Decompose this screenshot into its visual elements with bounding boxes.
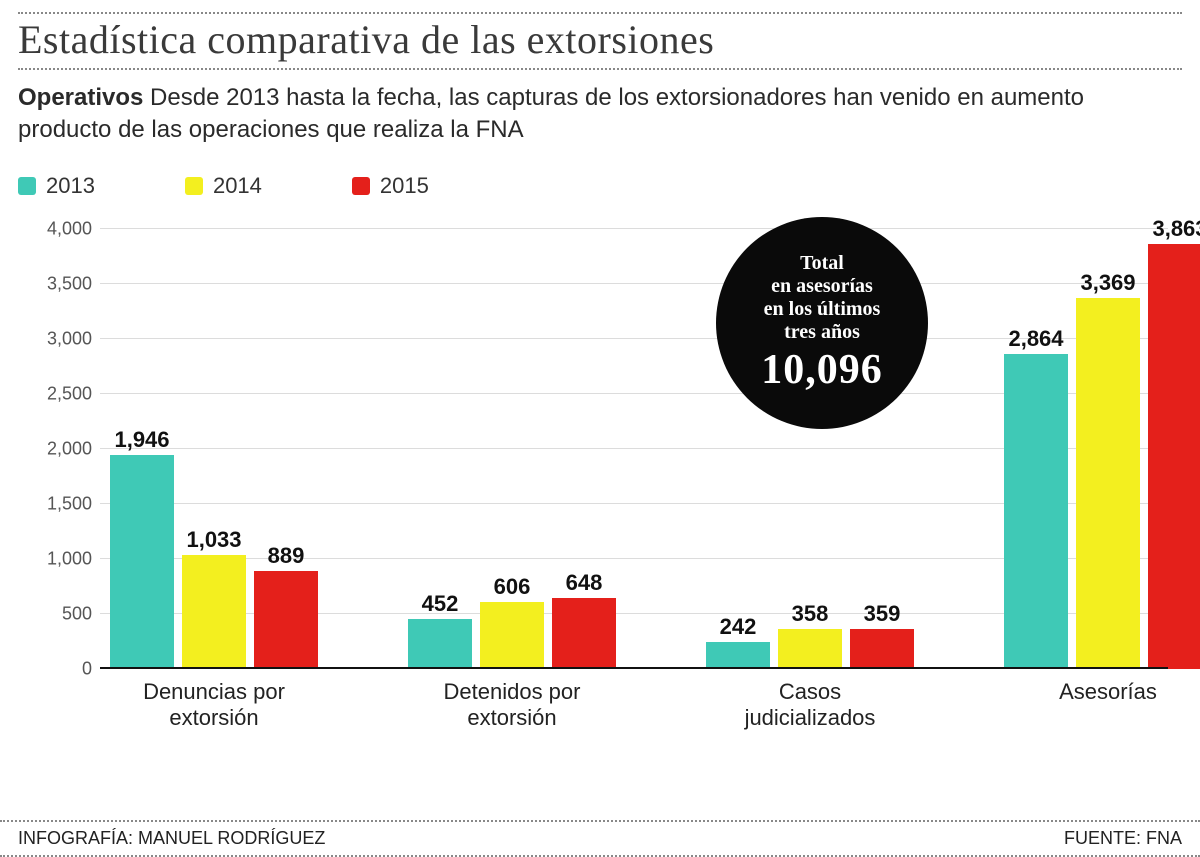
bar-group: 452606648 [408,598,616,669]
total-badge: Totalen asesoríasen los últimostres años… [716,217,928,429]
footer: INFOGRAFÍA: MANUEL RODRÍGUEZ FUENTE: FNA [0,820,1200,857]
bar-value-label: 606 [494,574,531,600]
bar-rect [110,455,174,669]
footer-left-label: INFOGRAFÍA: [18,828,138,848]
subtitle-lead: Operativos [18,84,143,111]
badge-line: en los últimos [764,298,881,321]
bar: 3,369 [1076,298,1140,669]
legend-label: 2014 [213,173,262,199]
top-rule [18,12,1182,14]
footer-left-value: MANUEL RODRÍGUEZ [138,828,325,848]
bar: 3,863 [1148,244,1200,669]
x-category-label: Casosjudicializados [686,679,934,732]
bar: 606 [480,602,544,669]
legend-item-2013: 2013 [18,173,95,199]
footer-left: INFOGRAFÍA: MANUEL RODRÍGUEZ [18,828,325,849]
page-title: Estadística comparativa de las extorsion… [18,18,1182,62]
title-rule [18,68,1182,70]
badge-value: 10,096 [761,346,883,394]
bar: 1,946 [110,455,174,669]
bar-rect [408,619,472,669]
bar-value-label: 359 [864,601,901,627]
footer-right: FUENTE: FNA [1064,828,1182,849]
bar-group: 242 358359 [706,629,914,668]
bar: 359 [850,629,914,668]
x-axis-labels: Denuncias porextorsiónDetenidos porextor… [100,673,1168,739]
bar-rect [706,642,770,669]
legend-label: 2015 [380,173,429,199]
badge-line: tres años [784,321,860,344]
x-category-label: Detenidos porextorsión [388,679,636,732]
chart: 05001,0001,5002,0002,5003,0003,5004,0001… [26,229,1174,739]
footer-right-value: FNA [1146,828,1182,848]
bar-value-label: 2,864 [1008,326,1063,352]
bar: 242 [706,642,770,669]
bar-rect [480,602,544,669]
legend-item-2015: 2015 [352,173,429,199]
bar-value-label: 452 [422,591,459,617]
bar-group: 2,8643,3693,863 [1004,244,1200,669]
legend-label: 2013 [46,173,95,199]
bar-rect [552,598,616,669]
bar-rect [778,629,842,668]
ytick-label: 4,000 [26,218,92,239]
ytick-label: 2,500 [26,383,92,404]
bar-value-label: 3,863 [1152,216,1200,242]
bar: 648 [552,598,616,669]
bar-value-label: 1,033 [186,527,241,553]
bar-rect [1148,244,1200,669]
bar-value-label: 648 [566,570,603,596]
ytick-label: 3,000 [26,328,92,349]
bar-rect [254,571,318,669]
bar-value-label: 889 [268,543,305,569]
bar: 358 [778,629,842,668]
bar: 889 [254,571,318,669]
x-category-label: Asesorías [984,679,1200,705]
badge-line: en asesorías [771,275,873,298]
bar-value-label: 1,946 [114,427,169,453]
x-axis-baseline [100,667,1168,669]
bar-group: 1,9461,033889 [110,455,318,669]
bar-value-label: 3,369 [1080,270,1135,296]
badge-line: Total [800,252,844,275]
ytick-label: 3,500 [26,273,92,294]
bar-value-label: 358 [792,601,829,627]
subtitle: Operativos Desde 2013 hasta la fecha, la… [18,82,1182,147]
bar: 2,864 [1004,354,1068,669]
bar-rect [850,629,914,668]
legend: 2013 2014 2015 [18,173,1182,199]
swatch-2014 [185,177,203,195]
plot-area: 05001,0001,5002,0002,5003,0003,5004,0001… [100,229,1168,669]
ytick-label: 1,000 [26,548,92,569]
x-category-label: Denuncias porextorsión [90,679,338,732]
gridline [100,228,1168,229]
bar: 1,033 [182,555,246,669]
bar-rect [182,555,246,669]
bar: 452 [408,619,472,669]
ytick-label: 2,000 [26,438,92,459]
legend-item-2014: 2014 [185,173,262,199]
bar-rect [1076,298,1140,669]
swatch-2013 [18,177,36,195]
ytick-label: 0 [26,658,92,679]
ytick-label: 1,500 [26,493,92,514]
subtitle-text: Desde 2013 hasta la fecha, las capturas … [18,84,1084,143]
swatch-2015 [352,177,370,195]
footer-right-label: FUENTE: [1064,828,1146,848]
ytick-label: 500 [26,603,92,624]
bar-rect [1004,354,1068,669]
bar-value-label: 242 [720,614,757,640]
